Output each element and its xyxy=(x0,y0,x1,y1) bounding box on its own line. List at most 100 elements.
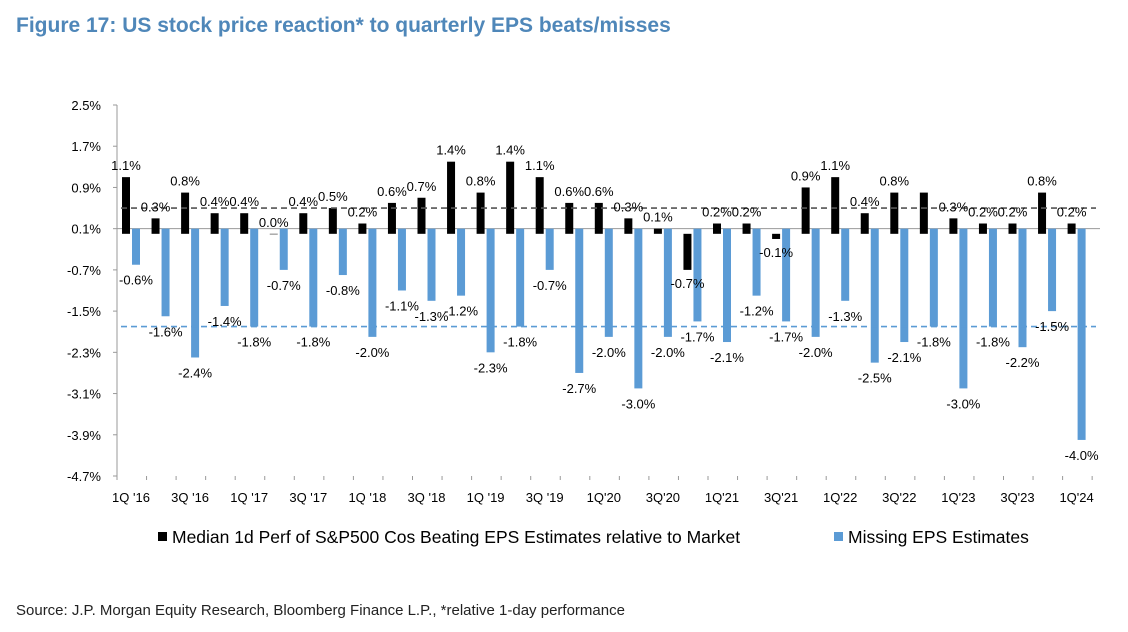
beat-data-label: 0.8% xyxy=(1027,174,1057,189)
x-tick-label: 1Q '16 xyxy=(112,490,150,505)
y-tick-label: 0.9% xyxy=(71,180,101,195)
bar-beat xyxy=(122,177,130,234)
beat-data-label: 0.4% xyxy=(200,194,230,209)
bar-beat xyxy=(683,233,692,270)
bar-beat xyxy=(151,218,160,234)
miss-data-label: -2.5% xyxy=(858,371,892,386)
bar-beat xyxy=(801,187,810,234)
x-tick-label: 3Q'22 xyxy=(882,490,916,505)
miss-data-label: -2.3% xyxy=(474,360,508,375)
bar-miss xyxy=(693,228,702,322)
y-tick-label: -3.9% xyxy=(67,428,101,443)
beat-data-label: -0.7% xyxy=(670,276,704,291)
bar-beat xyxy=(269,233,278,235)
bar-beat xyxy=(565,202,574,234)
x-tick-label: 3Q'23 xyxy=(1000,490,1034,505)
bar-miss xyxy=(782,228,791,322)
beat-data-label: 0.8% xyxy=(170,174,200,189)
bar-beat xyxy=(1067,223,1076,234)
x-tick-label: 1Q'21 xyxy=(705,490,739,505)
bar-beat xyxy=(772,233,781,239)
x-tick-label: 3Q '19 xyxy=(526,490,564,505)
beat-data-label: 1.1% xyxy=(111,158,141,173)
miss-data-label: -1.3% xyxy=(828,309,862,324)
legend-label-beat: Median 1d Perf of S&P500 Cos Beating EPS… xyxy=(172,527,740,547)
x-tick-label: 1Q'23 xyxy=(941,490,975,505)
miss-data-label: -1.2% xyxy=(740,304,774,319)
beat-data-label: -0.1% xyxy=(759,245,793,260)
y-tick-label: 0.1% xyxy=(71,222,101,237)
y-tick-label: 2.5% xyxy=(71,98,101,113)
x-tick-label: 1Q '17 xyxy=(230,490,268,505)
bar-miss xyxy=(545,228,554,270)
beat-data-label: 0.5% xyxy=(318,189,348,204)
bar-beat xyxy=(949,218,958,234)
bar-miss xyxy=(604,228,613,337)
bar-miss xyxy=(870,228,879,363)
beat-data-label: 0.2% xyxy=(1057,205,1087,220)
bar-miss xyxy=(338,228,347,276)
bar-beat xyxy=(860,213,869,234)
bar-miss xyxy=(309,228,318,327)
miss-data-label: -0.7% xyxy=(267,278,301,293)
bar-beat xyxy=(299,213,308,234)
bar-miss xyxy=(1048,228,1057,312)
miss-data-label: -2.1% xyxy=(887,350,921,365)
miss-data-label: -1.6% xyxy=(149,324,183,339)
x-tick-label: 3Q '17 xyxy=(289,490,327,505)
bar-beat xyxy=(240,213,249,234)
bar-miss xyxy=(663,228,672,337)
bar-miss xyxy=(486,228,495,353)
bar-miss xyxy=(959,228,968,389)
bar-miss xyxy=(634,228,643,389)
bar-miss xyxy=(575,228,584,373)
bar-beat xyxy=(624,218,633,234)
bar-beat xyxy=(713,223,721,234)
bar-beat xyxy=(978,223,987,234)
beat-data-label: 0.3% xyxy=(141,199,171,214)
miss-data-label: -1.8% xyxy=(503,335,537,350)
bar-labels: 1.1% -0.6% 0.3% -1.6% 0.8% -2.4% 0.4% -1.4% 0.4%… xyxy=(111,143,1099,463)
beat-data-label: 0.2% xyxy=(348,205,378,220)
bar-miss xyxy=(250,228,259,327)
bar-beat xyxy=(447,161,456,234)
bar-miss xyxy=(988,228,997,327)
beat-data-label: 0.2% xyxy=(998,205,1028,220)
bar-miss xyxy=(811,228,820,337)
beat-data-label: 0.4% xyxy=(288,194,318,209)
legend-swatch-beat xyxy=(158,532,167,541)
y-tick-label: -4.7% xyxy=(67,469,101,484)
miss-data-label: -1.8% xyxy=(237,335,271,350)
bar-miss xyxy=(929,228,938,327)
x-tick-label: 1Q '18 xyxy=(348,490,386,505)
bar-beat xyxy=(210,213,219,234)
y-tick-label: 1.7% xyxy=(71,139,101,154)
bar-miss xyxy=(397,228,406,291)
bar-miss xyxy=(841,228,850,301)
x-tick-label: 1Q'22 xyxy=(823,490,857,505)
legend: Median 1d Perf of S&P500 Cos Beating EPS… xyxy=(158,527,1029,547)
beat-data-label: 1.4% xyxy=(495,143,525,158)
beat-data-label: 0.6% xyxy=(554,184,584,199)
y-tick-label: -3.1% xyxy=(67,387,101,402)
x-tick-label: 1Q'20 xyxy=(587,490,621,505)
miss-data-label: -0.8% xyxy=(326,283,360,298)
y-axis: 2.5% 1.7% 0.9% 0.1% -0.7% -1.5% -2.3% -3.1% -3.9… xyxy=(67,98,118,484)
beat-data-label: 0.2% xyxy=(968,205,998,220)
bar-miss xyxy=(516,228,525,327)
bar-beat xyxy=(919,192,928,234)
bar-beat xyxy=(476,192,485,234)
miss-data-label: -1.7% xyxy=(769,329,803,344)
miss-data-label: -1.3% xyxy=(415,309,449,324)
miss-data-label: -2.4% xyxy=(178,365,212,380)
miss-data-label: -2.0% xyxy=(651,345,685,360)
beat-data-label: 0.3% xyxy=(614,199,644,214)
bar-miss xyxy=(752,228,761,296)
y-tick-label: -2.3% xyxy=(67,345,101,360)
miss-data-label: -2.2% xyxy=(1006,355,1040,370)
bar-beat xyxy=(890,192,899,234)
bar-beat xyxy=(831,177,840,234)
miss-data-label: -2.0% xyxy=(355,345,389,360)
bar-miss xyxy=(220,228,229,306)
bar-miss xyxy=(368,228,377,337)
